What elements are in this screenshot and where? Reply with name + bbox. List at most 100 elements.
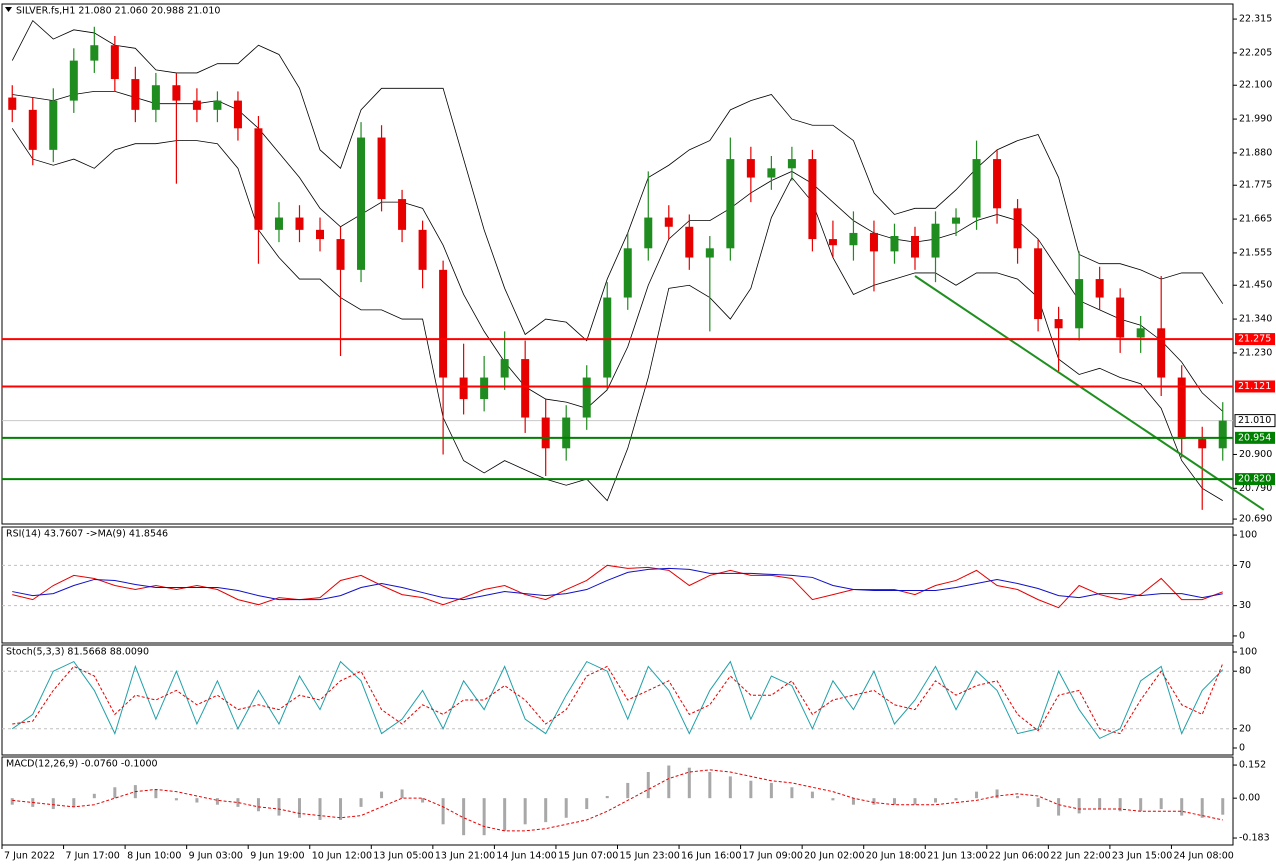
candle-body xyxy=(131,79,140,110)
macd-bar xyxy=(154,789,158,799)
y-tick-label: 0 xyxy=(1239,630,1245,641)
macd-bar xyxy=(359,798,363,807)
panel-title: MACD(12,26,9) -0.0760 -0.1000 xyxy=(6,759,158,770)
macd-bar xyxy=(113,787,117,799)
candle-body xyxy=(316,229,325,240)
candle-body xyxy=(49,100,58,150)
y-tick-label: 21.880 xyxy=(1239,147,1272,158)
candle-body xyxy=(644,217,653,249)
panel-title: SILVER.fs,H1 21.080 21.060 20.988 21.010 xyxy=(16,6,220,17)
candle-body xyxy=(398,199,407,230)
bollinger-band xyxy=(11,19,1224,342)
candle-body xyxy=(110,45,119,80)
candle-body xyxy=(1136,328,1145,338)
x-tick-label: 17 Jun 09:00 xyxy=(743,851,803,862)
x-tick-label: 20 Jun 02:00 xyxy=(804,851,864,862)
macd-bar xyxy=(585,798,589,810)
y-tick-label: 100 xyxy=(1239,647,1257,658)
macd-bar xyxy=(1077,798,1081,814)
candle-body xyxy=(910,236,919,258)
candle-body xyxy=(439,269,448,378)
candle-body xyxy=(1218,420,1227,449)
candle-body xyxy=(993,159,1002,209)
macd-bar xyxy=(1200,798,1204,818)
level-label-box xyxy=(1235,473,1275,486)
macd-bar xyxy=(790,787,794,799)
x-tick-label: 9 Jun 03:00 xyxy=(189,851,243,862)
candle-body xyxy=(952,217,961,224)
macd-bar xyxy=(174,798,178,801)
macd-bar xyxy=(831,798,835,801)
y-tick-label: 70 xyxy=(1239,560,1251,571)
bollinger-band xyxy=(11,128,1223,502)
candle-body xyxy=(357,137,366,270)
candle-body xyxy=(828,239,837,246)
y-tick-label: 20.790 xyxy=(1239,483,1272,494)
y-tick-label: 21.340 xyxy=(1239,314,1272,325)
macd-bar xyxy=(626,782,630,799)
level-label: 21.121 xyxy=(1238,381,1271,392)
x-tick-label: 21 Jun 13:00 xyxy=(927,851,987,862)
y-tick-label: 0.152 xyxy=(1239,760,1266,771)
level-label: 20.820 xyxy=(1238,474,1271,485)
candle-body xyxy=(541,417,550,449)
candle-body xyxy=(192,100,201,110)
candle-body xyxy=(28,109,37,150)
macd-bar xyxy=(749,780,753,799)
y-tick-label: 21.450 xyxy=(1239,280,1272,291)
x-tick-label: 14 Jun 14:00 xyxy=(496,851,556,862)
indicator-line xyxy=(11,660,1224,740)
macd-bar xyxy=(687,767,691,799)
candle-body xyxy=(869,232,878,252)
y-tick-label: 21.665 xyxy=(1239,214,1272,225)
candle-body xyxy=(603,297,612,378)
candle-body xyxy=(459,377,468,400)
candle-body xyxy=(233,100,242,129)
y-tick-label: 80 xyxy=(1239,666,1251,677)
macd-bar xyxy=(995,789,999,799)
candle-body xyxy=(787,159,796,169)
macd-bar xyxy=(810,791,814,799)
x-tick-label: 23 Jun 15:00 xyxy=(1112,851,1172,862)
macd-bar xyxy=(708,772,712,799)
macd-bar xyxy=(421,798,425,803)
indicator-line xyxy=(12,663,1224,735)
candle-body xyxy=(418,229,427,270)
candle-body xyxy=(172,85,181,101)
candle-body xyxy=(767,168,776,178)
x-tick-label: 13 Jun 21:00 xyxy=(435,851,495,862)
y-tick-label: 0 xyxy=(1239,742,1245,753)
macd-bar xyxy=(1159,798,1163,810)
macd-bar xyxy=(892,798,896,805)
y-tick-label: 20.690 xyxy=(1239,514,1272,525)
macd-bar xyxy=(1057,798,1061,816)
macd-bar xyxy=(236,798,240,807)
indicator-line xyxy=(12,567,1223,601)
y-tick-label: 22.100 xyxy=(1239,80,1272,91)
macd-bar xyxy=(913,798,917,805)
panel-title: RSI(14) 43.7607 ->MA(9) 41.8546 xyxy=(6,529,168,540)
level-label-box xyxy=(1235,333,1275,346)
candle-body xyxy=(254,128,263,230)
candle-body xyxy=(90,45,99,61)
y-tick-label: 21.990 xyxy=(1239,114,1272,125)
candle-body xyxy=(1116,297,1125,338)
x-tick-label: 10 Jun 12:00 xyxy=(312,851,372,862)
candle-body xyxy=(931,223,940,258)
macd-bar xyxy=(1036,798,1040,807)
candle-body xyxy=(1034,248,1043,320)
y-tick-label: -0.183 xyxy=(1239,833,1270,844)
macd-bar xyxy=(667,765,671,799)
panel xyxy=(1,756,1234,846)
candle-body xyxy=(582,377,591,418)
candle-body xyxy=(1075,279,1084,329)
macd-bar xyxy=(195,798,199,803)
candle-body xyxy=(849,232,858,246)
macd-bar xyxy=(297,798,301,818)
macd-bar xyxy=(277,798,281,816)
macd-bar xyxy=(256,798,260,812)
candle-body xyxy=(213,100,222,110)
macd-bar xyxy=(1098,798,1102,810)
macd-bar xyxy=(339,798,343,820)
y-tick-label: 21.555 xyxy=(1239,247,1272,258)
